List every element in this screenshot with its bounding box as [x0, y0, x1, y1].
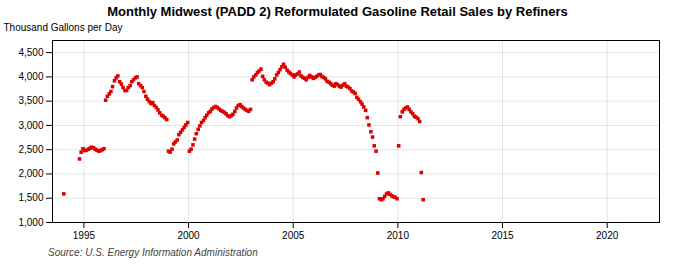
svg-text:1995: 1995 [73, 230, 96, 241]
svg-text:2000: 2000 [177, 230, 200, 241]
svg-text:3,500: 3,500 [18, 95, 43, 106]
svg-text:2015: 2015 [491, 230, 514, 241]
svg-text:2,000: 2,000 [18, 168, 43, 179]
svg-text:4,000: 4,000 [18, 71, 43, 82]
svg-text:2005: 2005 [282, 230, 305, 241]
svg-text:2010: 2010 [387, 230, 410, 241]
svg-text:Thousand Gallons per Day: Thousand Gallons per Day [4, 22, 123, 33]
svg-text:2020: 2020 [596, 230, 619, 241]
svg-text:2,500: 2,500 [18, 144, 43, 155]
svg-text:1,000: 1,000 [18, 217, 43, 228]
html-text:Monthly Midwest (PADD 2) Refor: Monthly Midwest (PADD 2) Reformulated Ga… [107, 4, 568, 19]
svg-text:3,000: 3,000 [18, 120, 43, 131]
svg-text:4,500: 4,500 [18, 47, 43, 58]
html-text:Source: U.S. Energy Informatio: Source: U.S. Energy Information Administ… [48, 247, 258, 258]
svg-text:1,500: 1,500 [18, 192, 43, 203]
